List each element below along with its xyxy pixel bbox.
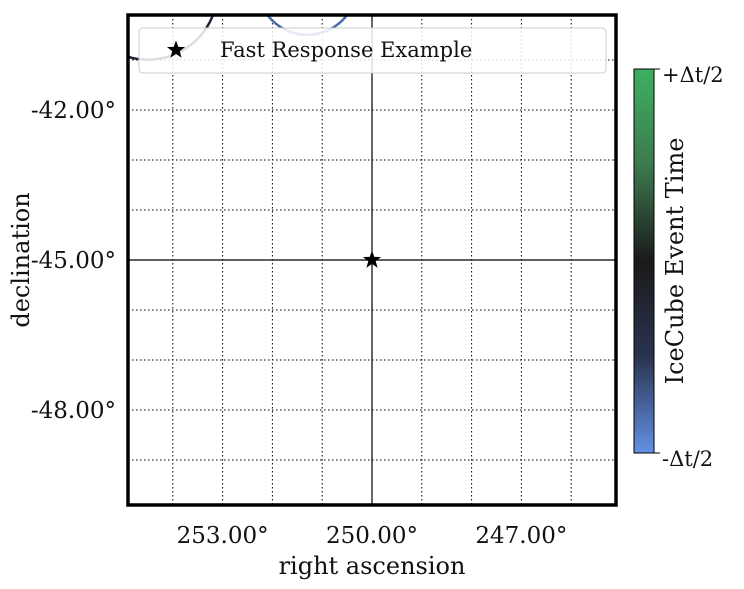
legend: Fast Response Example xyxy=(138,27,607,74)
y-axis-label: declination xyxy=(7,192,35,327)
colorbar-top-label: +Δt/2 xyxy=(662,63,724,87)
source-marker-layer xyxy=(362,250,382,268)
legend-label: Fast Response Example xyxy=(220,38,472,62)
x-tick-label: 250.00° xyxy=(326,523,418,549)
y-tick-label: -42.00° xyxy=(31,98,116,124)
colorbar-bottom-label: -Δt/2 xyxy=(662,447,713,471)
x-tick-label: 253.00° xyxy=(177,523,269,549)
legend-star-icon xyxy=(166,40,186,58)
y-tick-labels: -42.00° -45.00° -48.00° xyxy=(31,98,116,424)
colorbar: +Δt/2 -Δt/2 IceCube Event Time xyxy=(633,63,724,471)
source-star-icon xyxy=(362,250,382,268)
y-tick-label: -45.00° xyxy=(31,248,116,274)
y-tick-label: -48.00° xyxy=(31,398,116,424)
legend-box xyxy=(138,27,607,74)
x-tick-label: 247.00° xyxy=(475,523,567,549)
colorbar-gradient xyxy=(633,68,655,454)
plot-frame xyxy=(126,13,618,507)
x-tick-labels: 253.00° 250.00° 247.00° xyxy=(177,523,568,549)
colorbar-label: IceCube Event Time xyxy=(661,138,689,385)
x-axis-label: right ascension xyxy=(279,552,466,580)
